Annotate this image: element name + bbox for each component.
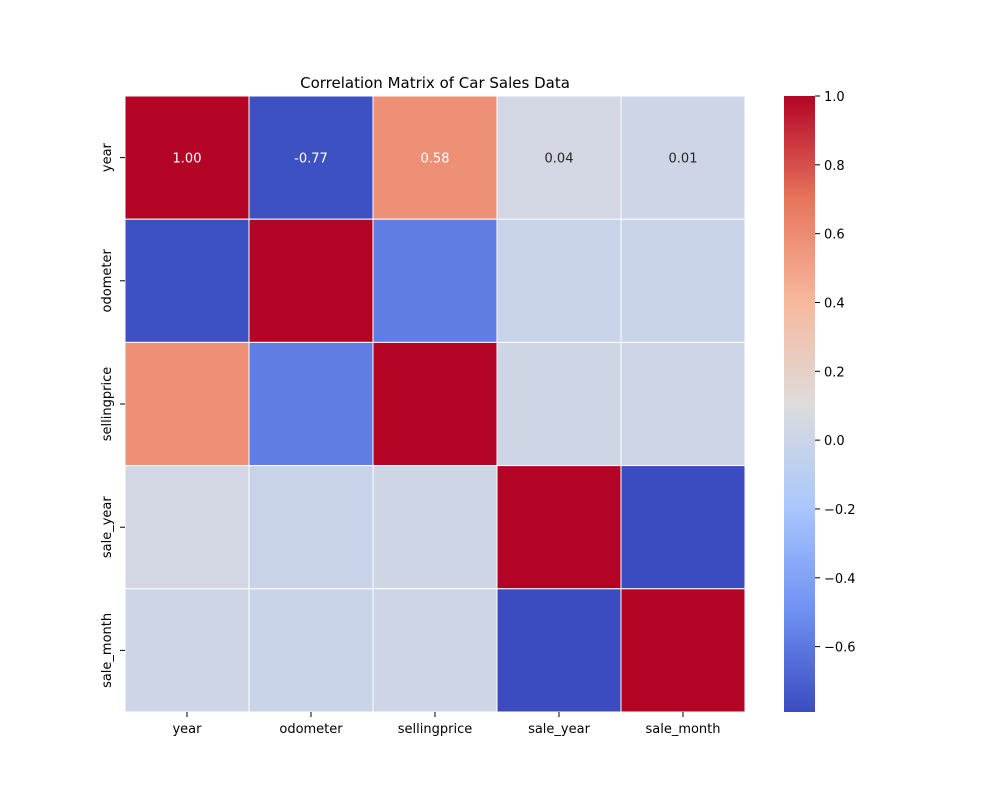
heatmap-cell [620, 218, 746, 343]
colorbar-tick-label: 0.2 [824, 365, 845, 380]
x-tick-label: odometer [279, 722, 343, 737]
y-tick-label: sale_year [100, 496, 115, 559]
colorbar-gradient [784, 96, 815, 712]
heatmap-cells [124, 95, 746, 713]
x-tick-label: sellingprice [398, 722, 472, 737]
heatmap-cell [372, 95, 498, 220]
heatmap-cell [248, 95, 374, 220]
heatmap-cell [124, 465, 250, 590]
heatmap-cell [248, 588, 374, 713]
colorbar-tick-label: −0.2 [824, 503, 856, 518]
colorbar-tick-label: −0.6 [824, 641, 856, 656]
heatmap-cell [372, 465, 498, 590]
y-tick-label: sale_month [100, 613, 115, 688]
colorbar-tick-label: 0.4 [824, 296, 845, 311]
y-tick-label: year [100, 142, 115, 172]
y-tick-label: odometer [100, 249, 115, 313]
x-tick-label: year [172, 722, 202, 737]
heatmap-cell [620, 95, 746, 220]
heatmap-cell [248, 465, 374, 590]
heatmap-cell [620, 588, 746, 713]
heatmap-cell [620, 465, 746, 590]
heatmap-cell [620, 341, 746, 467]
cell-annotation: 1.00 [173, 152, 202, 167]
cell-annotation: 0.04 [545, 152, 574, 167]
y-axis: year odometer sellingprice sale_year sale_mo… [100, 142, 125, 688]
heatmap-cell [124, 218, 250, 343]
heatmap-cell [124, 95, 250, 220]
colorbar-tick-label: 0.6 [824, 228, 845, 243]
heatmap-cell [248, 218, 374, 343]
chart-title: Correlation Matrix of Car Sales Data [300, 74, 570, 92]
heatmap-cell [372, 588, 498, 713]
colorbar-tick-label: −0.4 [824, 572, 856, 587]
heatmap-cell [124, 341, 250, 467]
x-tick-label: sale_month [645, 722, 720, 737]
y-tick-label: sellingprice [100, 367, 115, 441]
heatmap-cell [248, 341, 374, 467]
heatmap-cell [496, 588, 622, 713]
cell-annotation: -0.77 [294, 152, 328, 167]
heatmap-cell [372, 218, 498, 343]
heatmap-cell [496, 465, 622, 590]
colorbar-tick-label: 0.8 [824, 159, 845, 174]
heatmap-cell [496, 341, 622, 467]
cell-annotation: 0.01 [669, 152, 698, 167]
colorbar-tick-label: 0.0 [824, 434, 845, 449]
x-tick-label: sale_year [528, 722, 591, 737]
cell-annotations: 1.00 -0.77 0.58 0.04 0.01 [173, 152, 698, 167]
heatmap-cell [496, 218, 622, 343]
cell-annotation: 0.58 [421, 152, 450, 167]
colorbar-tick-label: 1.0 [824, 90, 845, 105]
heatmap-cell [124, 588, 250, 713]
heatmap-cell [496, 95, 622, 220]
colorbar: −0.6 −0.4 −0.2 0.0 0.2 0.4 0.6 0.8 1.0 [784, 90, 856, 712]
heatmap-cell [372, 341, 498, 467]
x-axis: year odometer sellingprice sale_year sale_mo… [172, 712, 721, 737]
